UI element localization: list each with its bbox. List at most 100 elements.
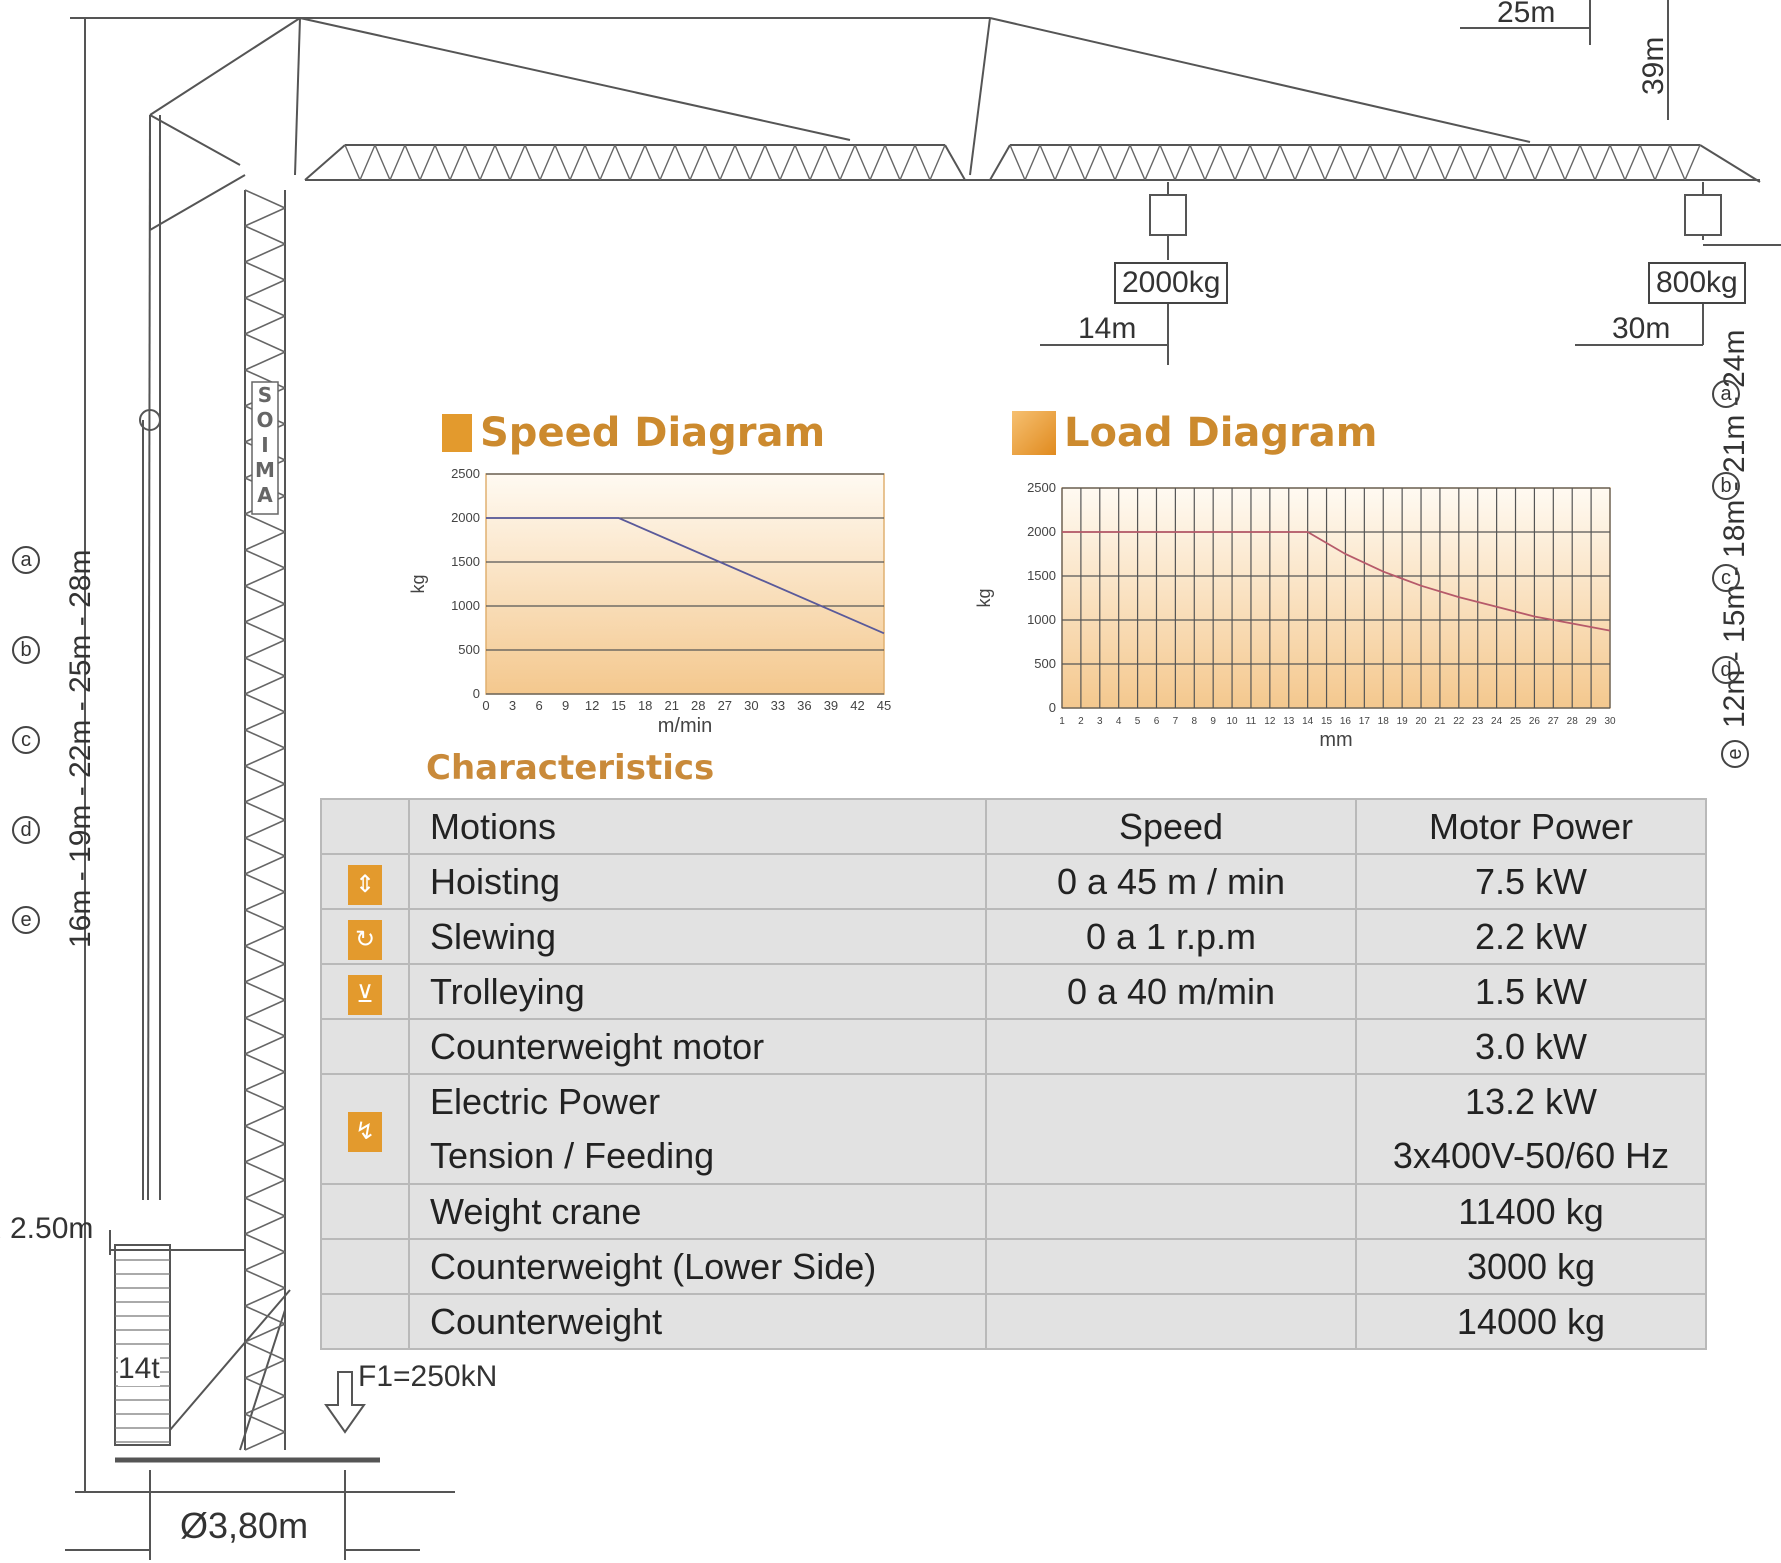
speed-cell — [985, 1238, 1357, 1295]
y-tick-label: 2000 — [451, 510, 480, 525]
y-tick-label: 2500 — [1027, 480, 1056, 495]
y-tick-label: 1000 — [1027, 612, 1056, 627]
load-radius-near: 14m — [1078, 312, 1137, 345]
power-cell: 3.0 kW — [1355, 1018, 1707, 1075]
motion-cell-double: Electric Power Tension / Feeding — [408, 1073, 987, 1185]
x-tick-label: 29 — [1586, 716, 1598, 727]
x-tick-label: 18 — [1378, 716, 1390, 727]
x-tick-label: 3 — [509, 698, 516, 713]
load-diagram-title-text: Load Diagram — [1064, 410, 1378, 456]
y-tick-label: 500 — [1034, 656, 1056, 671]
left-letter-a: a — [12, 546, 40, 574]
header-speed: Speed — [985, 798, 1357, 855]
motion-cell: Trolleying — [408, 963, 987, 1020]
y-tick-label: 2500 — [451, 466, 480, 481]
power-cell: 11400 kg — [1355, 1183, 1707, 1240]
x-tick-label: 4 — [1116, 716, 1122, 727]
x-tick-label: 16 — [1340, 716, 1352, 727]
x-axis-label: mm — [1319, 729, 1352, 751]
x-tick-label: 24 — [1491, 716, 1503, 727]
plot-area — [485, 473, 885, 695]
jib-height-dimension: 39m — [1637, 36, 1670, 95]
table-row: Counterweight 14000 kg — [320, 1293, 1707, 1350]
y-tick-label: 1000 — [451, 598, 480, 613]
x-tick-label: 3 — [1097, 716, 1103, 727]
motion-line-2: Tension / Feeding — [430, 1135, 715, 1176]
speed-cell: 0 a 1 r.p.m — [985, 908, 1357, 965]
motion-cell: Hoisting — [408, 853, 987, 910]
slewing-icon: ↻ — [348, 919, 382, 960]
empty-icon-cell — [320, 1293, 410, 1350]
left-letter-d: d — [12, 816, 40, 844]
motion-cell: Counterweight — [408, 1293, 987, 1350]
y-tick-label: 500 — [458, 642, 480, 657]
power-cell-double: 13.2 kW 3x400V-50/60 Hz — [1355, 1073, 1707, 1185]
motion-line-1: Electric Power — [430, 1081, 661, 1122]
load-box-near: 2000kg — [1114, 262, 1229, 304]
x-tick-label: 22 — [1453, 716, 1465, 727]
table-header-row: Motions Speed Motor Power — [320, 798, 1707, 855]
series-line — [1062, 531, 1611, 632]
reaction-force-label: F1=250kN — [358, 1360, 498, 1393]
base-diameter-dimension: Ø3,80m — [180, 1505, 309, 1546]
base-radius-dimension: R 2.50m — [0, 1212, 94, 1245]
x-tick-label: 7 — [1173, 716, 1179, 727]
header-icon-cell — [320, 798, 410, 855]
legend-letter-b: b — [1712, 472, 1740, 500]
legend-letter-c: c — [1712, 564, 1740, 592]
top-jib-dimension: 25m — [1497, 0, 1556, 29]
electric-icon: ↯ — [348, 1112, 382, 1152]
speed-cell — [985, 1293, 1357, 1350]
empty-icon-cell — [320, 1183, 410, 1240]
y-tick-label: 2000 — [1027, 524, 1056, 539]
legend-letter-d: d — [1712, 656, 1740, 684]
y-axis-label: kg — [974, 588, 994, 607]
x-tick-label: 30 — [744, 698, 758, 713]
speed-cell: 0 a 45 m / min — [985, 853, 1357, 910]
table-row: Weight crane 11400 kg — [320, 1183, 1707, 1240]
legend-letter-e: e — [1721, 740, 1749, 768]
hook-heights-left-text: 16m - 19m - 22m - 25m - 28m — [64, 549, 97, 948]
power-line-1: 13.2 kW — [1464, 1081, 1598, 1122]
y-tick-label: 1500 — [451, 554, 480, 569]
power-cell: 7.5 kW — [1355, 853, 1707, 910]
hoist-icon: ⇕ — [348, 864, 382, 905]
x-tick-label: 12 — [1264, 716, 1276, 727]
power-line-2: 3x400V-50/60 Hz — [1392, 1135, 1670, 1176]
left-legend-letters: a b c d e — [12, 546, 42, 934]
left-letter-b: b — [12, 636, 40, 664]
brand-letter: O — [256, 408, 273, 432]
speed-diagram-title: Speed Diagram — [442, 410, 825, 456]
table-row: Counterweight motor 3.0 kW — [320, 1018, 1707, 1075]
power-cell: 1.5 kW — [1355, 963, 1707, 1020]
brand-letter: M — [255, 458, 275, 482]
x-tick-label: 26 — [1529, 716, 1541, 727]
left-letter-c: c — [12, 726, 40, 754]
y-axis-label: kg — [408, 574, 428, 593]
x-tick-label: 10 — [1227, 716, 1239, 727]
x-tick-label: 30 — [1604, 716, 1616, 727]
speed-diagram-icon — [442, 414, 472, 452]
table-row: ↻ Slewing 0 a 1 r.p.m 2.2 kW — [320, 908, 1707, 965]
brand-letter: I — [261, 433, 268, 457]
x-tick-label: 23 — [1472, 716, 1484, 727]
motion-cell: Counterweight motor — [408, 1018, 987, 1075]
power-cell: 3000 kg — [1355, 1238, 1707, 1295]
empty-icon-cell — [320, 1018, 410, 1075]
x-tick-label: 17 — [1359, 716, 1371, 727]
x-axis-label: m/min — [658, 715, 712, 737]
trolley-icon: ⊻ — [348, 974, 382, 1015]
series-line — [486, 517, 885, 635]
empty-icon-cell — [320, 1238, 410, 1295]
x-tick-label: 28 — [1567, 716, 1579, 727]
x-tick-label: 9 — [562, 698, 569, 713]
brand-letter: A — [257, 483, 273, 507]
table-row: ↯ Electric Power Tension / Feeding 13.2 … — [320, 1073, 1707, 1185]
power-cell: 14000 kg — [1355, 1293, 1707, 1350]
x-tick-label: 25 — [1510, 716, 1522, 727]
x-tick-label: 21 — [1434, 716, 1446, 727]
motion-cell: Slewing — [408, 908, 987, 965]
header-motions: Motions — [408, 798, 987, 855]
plot-area — [1061, 487, 1611, 709]
x-tick-label: 6 — [535, 698, 542, 713]
